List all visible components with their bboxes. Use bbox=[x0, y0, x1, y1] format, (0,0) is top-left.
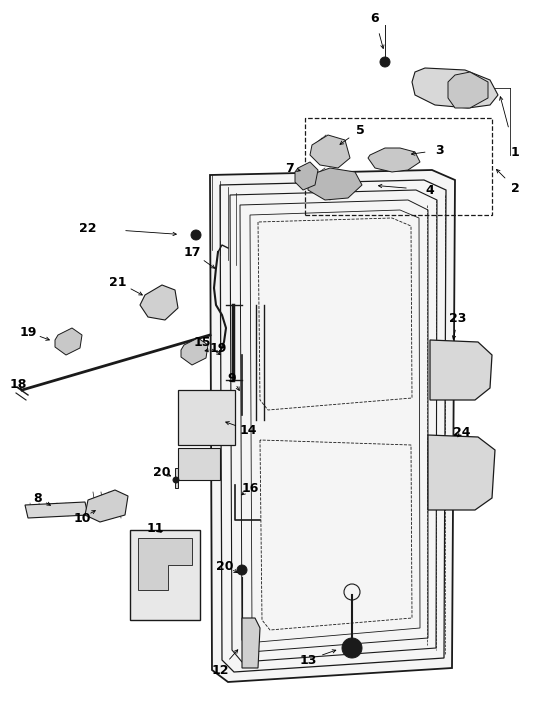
Polygon shape bbox=[430, 340, 492, 400]
Polygon shape bbox=[138, 538, 192, 590]
Polygon shape bbox=[308, 168, 362, 200]
Text: 20: 20 bbox=[216, 560, 234, 572]
Polygon shape bbox=[181, 338, 208, 365]
Bar bbox=[305, 118, 492, 215]
Text: 10: 10 bbox=[73, 512, 91, 525]
Circle shape bbox=[380, 57, 390, 67]
Text: 4: 4 bbox=[426, 183, 435, 197]
Polygon shape bbox=[448, 72, 488, 108]
Polygon shape bbox=[310, 135, 350, 168]
Text: 22: 22 bbox=[79, 221, 97, 235]
Polygon shape bbox=[295, 162, 318, 190]
Polygon shape bbox=[428, 435, 495, 510]
Text: 14: 14 bbox=[239, 424, 257, 436]
Text: 16: 16 bbox=[241, 482, 259, 494]
Text: 3: 3 bbox=[436, 144, 444, 157]
Text: 17: 17 bbox=[183, 245, 201, 259]
Text: 6: 6 bbox=[371, 11, 379, 25]
Text: 12: 12 bbox=[211, 663, 229, 677]
Circle shape bbox=[237, 565, 247, 575]
Circle shape bbox=[173, 477, 179, 483]
Polygon shape bbox=[242, 618, 260, 668]
Text: 15: 15 bbox=[193, 336, 211, 348]
Polygon shape bbox=[178, 448, 220, 480]
Text: 11: 11 bbox=[146, 522, 164, 534]
Polygon shape bbox=[210, 170, 455, 682]
Circle shape bbox=[191, 230, 201, 240]
Polygon shape bbox=[412, 68, 498, 108]
Text: 19: 19 bbox=[209, 341, 227, 355]
Text: 1: 1 bbox=[511, 145, 519, 159]
Text: 20: 20 bbox=[153, 465, 171, 479]
Text: 13: 13 bbox=[299, 654, 317, 666]
Text: 7: 7 bbox=[286, 161, 294, 175]
Polygon shape bbox=[55, 328, 82, 355]
Text: 24: 24 bbox=[453, 426, 471, 439]
Polygon shape bbox=[140, 285, 178, 320]
Polygon shape bbox=[368, 148, 420, 172]
Text: 23: 23 bbox=[449, 312, 467, 324]
Polygon shape bbox=[175, 468, 178, 488]
Text: 19: 19 bbox=[19, 326, 37, 338]
Polygon shape bbox=[130, 530, 200, 620]
Text: 8: 8 bbox=[34, 491, 42, 505]
Text: 9: 9 bbox=[228, 372, 236, 384]
Circle shape bbox=[342, 638, 362, 658]
Text: 21: 21 bbox=[109, 276, 127, 288]
Text: 2: 2 bbox=[511, 181, 519, 195]
Polygon shape bbox=[25, 502, 88, 518]
Polygon shape bbox=[178, 390, 235, 445]
Text: 5: 5 bbox=[355, 123, 364, 137]
Polygon shape bbox=[85, 490, 128, 522]
Text: 18: 18 bbox=[9, 379, 27, 391]
